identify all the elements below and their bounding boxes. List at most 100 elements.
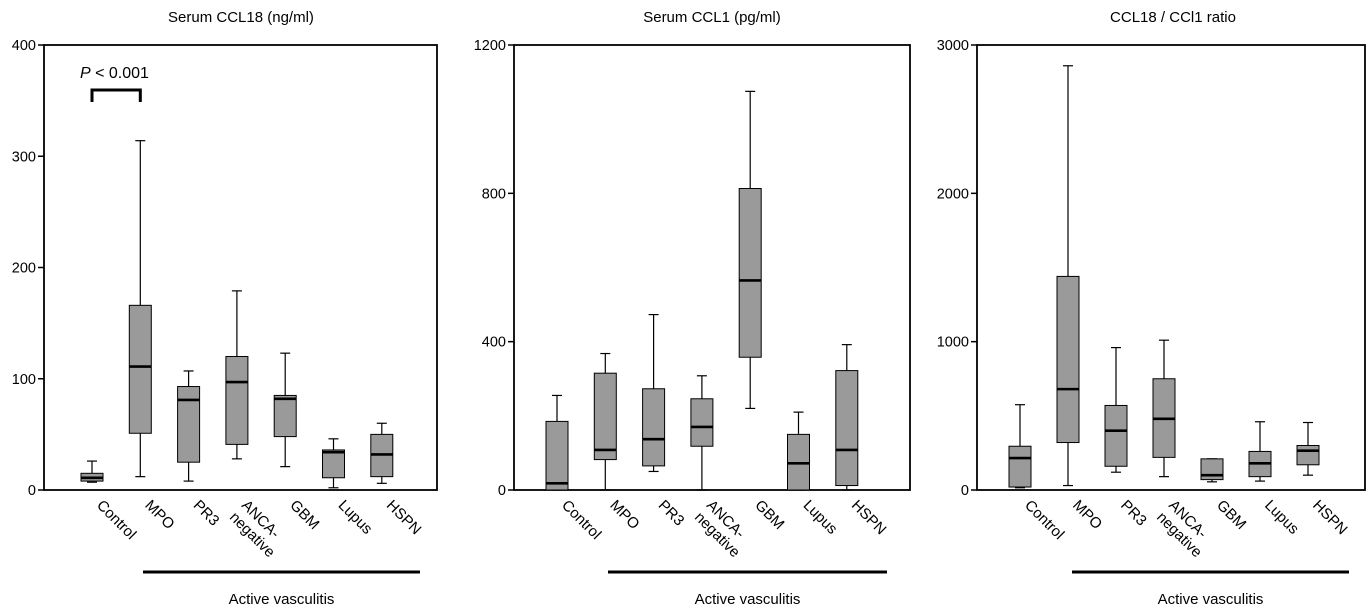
category-label-line: HSPN [1309, 497, 1350, 538]
category-label-line: GBM [286, 497, 322, 533]
y-tick-label: 400 [12, 38, 36, 54]
p-value-text: < 0.001 [91, 65, 149, 82]
box-mpo [593, 352, 617, 491]
box-mpo [128, 140, 152, 478]
box-anca-negative [225, 290, 249, 460]
y-tick-label: 400 [482, 335, 506, 351]
box-pr3 [1104, 347, 1128, 473]
iqr-box [322, 449, 345, 479]
y-tick-label: 100 [12, 372, 36, 388]
category-label: HSPN [383, 497, 424, 538]
category-label: Control [1021, 497, 1067, 543]
iqr-box [1104, 404, 1128, 467]
box-hspn [370, 422, 394, 484]
category-label-line: Control [1021, 497, 1067, 543]
iqr-box [1296, 445, 1320, 466]
chart-panel-2: Serum CCL1 (pg/ml) 0 400 800 1200 Control MPO P… [474, 9, 911, 608]
iqr-box [1200, 458, 1224, 481]
iqr-box [738, 188, 762, 358]
box-pr3 [177, 370, 201, 482]
category-label-line: Lupus [335, 497, 376, 538]
category-label-line: Lupus [800, 497, 841, 538]
category-label: PR3 [190, 497, 223, 530]
category-label: ANCA-negative [1153, 497, 1217, 561]
y-tick-label: 0 [961, 483, 969, 499]
chart-panel-1: Serum CCL18 (ng/ml) 0 100 200 300 400 Control M… [12, 9, 438, 608]
category-label: Lupus [1261, 497, 1302, 538]
chart-title: Serum CCL18 (ng/ml) [168, 9, 314, 26]
chart-title: CCL18 / CCl1 ratio [1110, 9, 1236, 26]
category-label-line: HSPN [848, 497, 889, 538]
chart-title: Serum CCL1 (pg/ml) [643, 9, 781, 26]
category-label-line: MPO [1069, 497, 1105, 533]
y-tick-label: 0 [498, 483, 506, 499]
category-label: GBM [286, 497, 322, 533]
iqr-box [690, 398, 714, 447]
category-label: GBM [1213, 497, 1249, 533]
category-label: Lupus [800, 497, 841, 538]
category-label: Lupus [335, 497, 376, 538]
box-lupus [1248, 421, 1272, 482]
box-control [80, 460, 104, 483]
category-label: MPO [606, 497, 642, 533]
box-gbm [1200, 458, 1224, 483]
category-label: GBM [751, 497, 787, 533]
category-label: PR3 [1117, 497, 1150, 530]
box-hspn [835, 344, 859, 491]
significance-bracket [90, 88, 142, 102]
iqr-box [1008, 445, 1032, 488]
category-label: MPO [141, 497, 177, 533]
category-label: HSPN [848, 497, 889, 538]
group-label: Active vasculitis [1158, 591, 1264, 608]
box-gbm [738, 90, 762, 410]
iqr-box [225, 356, 249, 445]
category-label: MPO [1069, 497, 1105, 533]
category-label-line: HSPN [383, 497, 424, 538]
category-label-line: GBM [1213, 497, 1249, 533]
box-gbm [273, 352, 297, 468]
iqr-box [545, 420, 569, 491]
category-label: Control [558, 497, 604, 543]
iqr-box [642, 388, 666, 467]
iqr-box [128, 304, 152, 434]
category-label-line: GBM [751, 497, 787, 533]
box-hspn [1296, 421, 1320, 476]
box-mpo [1056, 65, 1080, 487]
iqr-box [1056, 275, 1080, 444]
category-label: PR3 [655, 497, 688, 530]
plot-frame [976, 44, 1366, 491]
category-label-line: PR3 [1117, 497, 1150, 530]
y-tick-label: 2000 [937, 186, 969, 202]
iqr-box [177, 386, 201, 463]
category-label: ANCA-negative [691, 497, 755, 561]
plot-frame [513, 44, 911, 491]
box-lupus [787, 411, 810, 491]
y-tick-label: 1000 [937, 335, 969, 351]
category-label-line: MPO [606, 497, 642, 533]
significance-label: P < 0.001 [80, 65, 149, 82]
box-control [1008, 404, 1032, 489]
chart-panel-3: CCL18 / CCl1 ratio 0 1000 2000 3000 Control MP… [937, 9, 1366, 608]
y-tick-label: 3000 [937, 38, 969, 54]
category-label: HSPN [1309, 497, 1350, 538]
box-anca-negative [690, 375, 714, 491]
y-tick-label: 1200 [474, 38, 506, 54]
category-label: ANCA-negative [226, 497, 290, 561]
group-label: Active vasculitis [695, 591, 801, 608]
y-tick-label: 300 [12, 149, 36, 165]
box-anca-negative [1152, 339, 1176, 478]
category-label: Control [93, 497, 139, 543]
group-label: Active vasculitis [229, 591, 335, 608]
category-label-line: MPO [141, 497, 177, 533]
p-symbol: P [80, 65, 91, 82]
category-label-line: PR3 [190, 497, 223, 530]
category-label-line: PR3 [655, 497, 688, 530]
y-tick-label: 0 [28, 483, 36, 499]
category-label-line: Control [558, 497, 604, 543]
category-label-line: Lupus [1261, 497, 1302, 538]
y-tick-label: 200 [12, 261, 36, 277]
box-pr3 [642, 313, 666, 473]
box-control [545, 394, 569, 491]
iqr-box [835, 370, 859, 487]
